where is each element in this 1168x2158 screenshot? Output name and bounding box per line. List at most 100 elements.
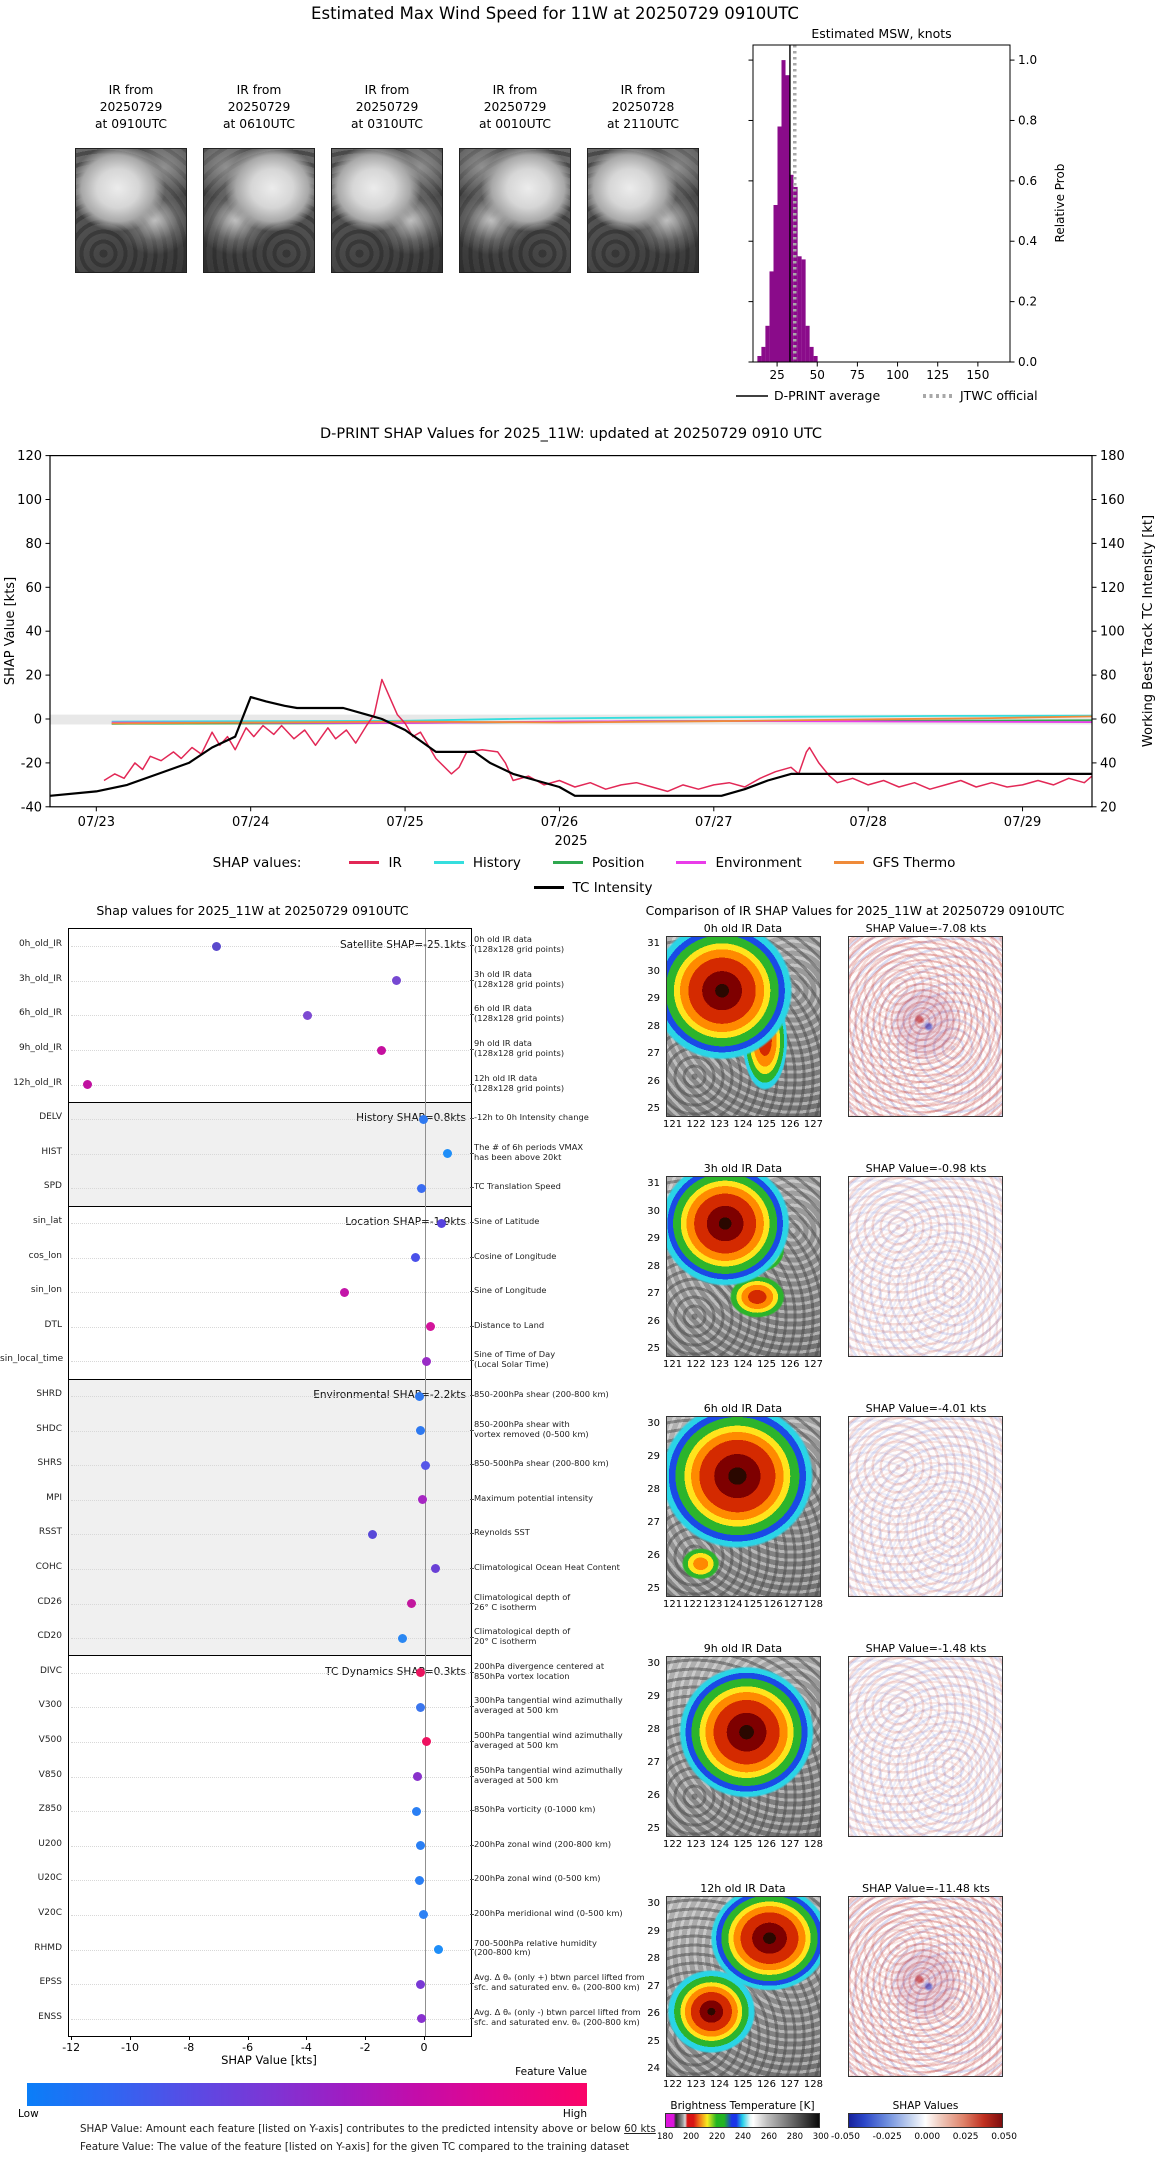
shap-dot bbox=[212, 941, 222, 951]
y-tick-label: 0.8 bbox=[1018, 113, 1037, 127]
feature-desc: Sine of Longitude bbox=[474, 1285, 547, 1296]
zero-line bbox=[425, 929, 426, 2036]
lon-tick-label: 127 bbox=[803, 1359, 823, 1370]
bt-tick-label: 180 bbox=[657, 2132, 674, 2142]
right-tick bbox=[470, 1637, 474, 1639]
footnote-shap-value-text: SHAP Value: Amount each feature [listed … bbox=[80, 2123, 625, 2135]
histogram-bar bbox=[801, 259, 806, 362]
feature-desc: Sine of Time of Day (Local Solar Time) bbox=[474, 1349, 556, 1370]
histogram-bar bbox=[797, 256, 802, 362]
right-tick bbox=[470, 1014, 474, 1016]
lat-tick-label: 25 bbox=[647, 1823, 660, 1834]
legend-label: JTWC official bbox=[959, 388, 1038, 403]
shap-dot bbox=[339, 1287, 349, 1297]
right-tick bbox=[470, 1567, 474, 1569]
legend-entry-label: GFS Thermo bbox=[872, 854, 956, 871]
lat-tick-label: 31 bbox=[647, 1178, 660, 1189]
feature-desc: 500hPa tangential wind azimuthally avera… bbox=[474, 1729, 623, 1750]
feature-label: CD26 bbox=[37, 1596, 62, 1607]
lon-tick-label: 126 bbox=[756, 2079, 777, 2090]
series-history bbox=[111, 714, 1093, 723]
lon-tick-label: 124 bbox=[709, 1839, 730, 1850]
main-title: Estimated Max Wind Speed for 11W at 2025… bbox=[311, 4, 799, 23]
lat-tick-label: 28 bbox=[647, 1724, 660, 1735]
row-gridline bbox=[71, 1257, 469, 1259]
lat-tick-label: 28 bbox=[647, 1020, 660, 1032]
row-gridline bbox=[71, 1396, 469, 1398]
x-tick bbox=[71, 2036, 73, 2040]
feature-value-colorbar bbox=[27, 2083, 587, 2106]
timeseries-legend-row2: TC Intensity bbox=[0, 875, 1168, 900]
shap-dot bbox=[414, 1875, 424, 1885]
lat-tick-label: 30 bbox=[647, 1658, 660, 1669]
shap-dot bbox=[417, 1495, 427, 1505]
x-tick-label: -6 bbox=[242, 2041, 254, 2054]
shap-map bbox=[848, 1176, 1003, 1357]
x-tick-label: -4 bbox=[300, 2041, 312, 2054]
legend-swatch bbox=[676, 861, 707, 864]
section-divider bbox=[69, 1655, 471, 1657]
feature-desc: Avg. Δ θₑ (only +) btwn parcel lifted fr… bbox=[474, 1972, 645, 1993]
x-tick-label: 07/27 bbox=[695, 815, 732, 830]
shap-dot bbox=[415, 1979, 425, 1989]
timeseries-legend-row1: SHAP values: IR History Position Environment… bbox=[0, 850, 1168, 875]
row-gridline bbox=[71, 980, 469, 982]
bt-tick-label: 300 bbox=[812, 2132, 829, 2142]
shap-tick-label: 0.000 bbox=[914, 2132, 941, 2142]
ir-satellite-image bbox=[203, 148, 315, 273]
lat-tick-label: 30 bbox=[647, 965, 660, 977]
shap-dot bbox=[419, 1114, 429, 1124]
legend-swatch bbox=[833, 861, 864, 864]
right-tick bbox=[470, 979, 474, 981]
shap-dot bbox=[416, 2014, 426, 2024]
row-gridline bbox=[71, 1949, 469, 1951]
legend-entry-label: TC Intensity bbox=[572, 879, 653, 896]
lat-tick-label: 28 bbox=[647, 1260, 660, 1272]
lon-tick-label: 126 bbox=[780, 1119, 800, 1130]
shap-colorbar-ticks: -0.050 -0.025 0.000 0.025 0.050 bbox=[831, 2132, 1017, 2142]
feature-desc: 850hPa vorticity (0-1000 km) bbox=[474, 1804, 596, 1815]
right-tick bbox=[470, 1775, 474, 1777]
lon-tick-label: 124 bbox=[723, 1599, 743, 1610]
right-tick bbox=[470, 1222, 474, 1224]
x-tick-label: -10 bbox=[121, 2041, 139, 2054]
x-tick-label: 07/24 bbox=[232, 815, 269, 830]
row-gridline bbox=[71, 1984, 469, 1986]
feature-desc: 850-200hPa shear with vortex removed (0-… bbox=[474, 1418, 589, 1439]
legend-entry-environment: Environment bbox=[676, 855, 802, 871]
lat-tick-label: 29 bbox=[647, 1925, 660, 1937]
section-divider bbox=[69, 1101, 471, 1103]
row-gridline bbox=[71, 1050, 469, 1052]
row-gridline bbox=[71, 1361, 469, 1363]
feature-desc: Distance to Land bbox=[474, 1319, 545, 1330]
right-tick bbox=[470, 1879, 474, 1881]
lon-tick-label: 125 bbox=[733, 2079, 753, 2090]
feature-value-colorbar-label: Feature Value bbox=[515, 2066, 587, 2078]
row-gridline bbox=[71, 1084, 469, 1086]
lon-tick-label: 127 bbox=[780, 2079, 800, 2090]
row-gridline bbox=[71, 1188, 469, 1190]
right-tick bbox=[470, 945, 474, 947]
row-gridline bbox=[71, 1638, 469, 1640]
feature-label: DIVC bbox=[39, 1665, 62, 1676]
row-gridline bbox=[71, 1465, 469, 1467]
right-tick-label: 120 bbox=[1100, 581, 1125, 596]
shap-dot bbox=[413, 1772, 423, 1782]
y-tick-label: 1.0 bbox=[1018, 53, 1037, 67]
lon-tick-label: 127 bbox=[783, 1599, 803, 1610]
lon-tick-label: 125 bbox=[756, 1359, 777, 1370]
ir-satellite-image bbox=[331, 148, 443, 273]
feature-label: Z850 bbox=[38, 1804, 62, 1815]
lon-tick-label: 127 bbox=[780, 1839, 800, 1850]
feature-label: SHRD bbox=[36, 1389, 62, 1400]
lon-tick-label: 123 bbox=[703, 1599, 723, 1610]
feature-desc: Maximum potential intensity bbox=[474, 1492, 594, 1503]
lon-tick-labels: 121 122 123 124 125 126 127 bbox=[663, 1119, 823, 1130]
shap-tick-label: -0.025 bbox=[872, 2132, 902, 2142]
shap-map-title: SHAP Value=-7.08 kts bbox=[865, 922, 987, 935]
left-tick-label: -40 bbox=[21, 800, 42, 815]
feature-label: V500 bbox=[38, 1734, 62, 1745]
histogram-bar bbox=[761, 346, 766, 362]
left-tick-label: 120 bbox=[17, 449, 42, 464]
